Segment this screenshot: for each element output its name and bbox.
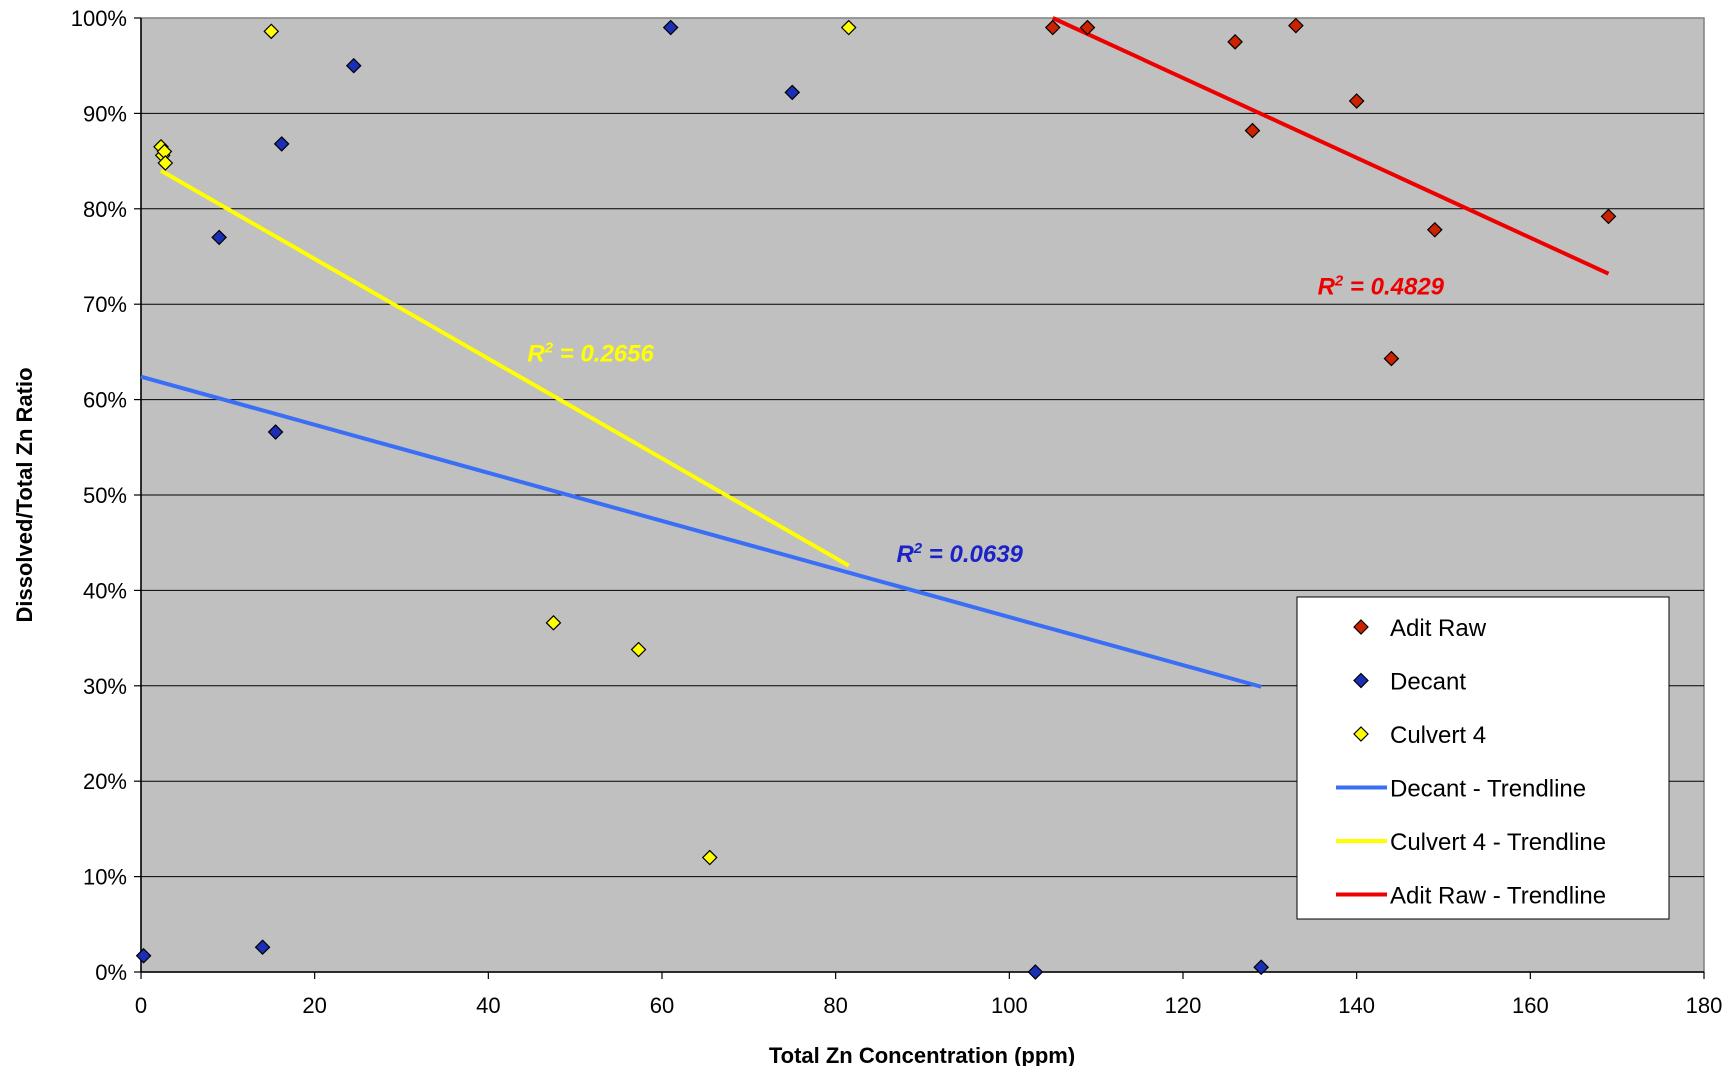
- data-point: [254, 939, 271, 956]
- x-tick-label: 20: [302, 993, 326, 1018]
- x-tick-label: 140: [1338, 993, 1375, 1018]
- x-tick-label: 60: [650, 993, 674, 1018]
- y-tick-label: 60%: [83, 388, 127, 413]
- data-point: [630, 641, 647, 658]
- x-tick-label: 100: [991, 993, 1028, 1018]
- legend-label: Culvert 4: [1390, 722, 1486, 749]
- data-point: [1244, 122, 1261, 139]
- legend-marker: [1353, 726, 1369, 742]
- data-point: [157, 155, 174, 171]
- legend-label: Decant: [1390, 669, 1466, 696]
- x-tick-label: 180: [1686, 993, 1723, 1018]
- data-point: [662, 19, 679, 36]
- data-point: [1383, 350, 1400, 367]
- trendline: [140, 374, 1262, 689]
- y-tick-label: 40%: [83, 578, 127, 603]
- r2-labels: R2 = 0.0639 R2 = 0.2656 R2 = 0.4829: [527, 273, 1444, 568]
- trendline: [1051, 16, 1610, 276]
- r2-label: R2 = 0.4829: [1318, 273, 1445, 301]
- trendline: [159, 168, 850, 568]
- y-tick-label: 10%: [83, 865, 127, 890]
- legend-label: Adit Raw - Trendline: [1390, 883, 1606, 910]
- legend-marker: [1353, 672, 1369, 689]
- data-point: [345, 57, 362, 74]
- data-point: [784, 84, 801, 101]
- legend: Adit Raw Decant Culvert 4 Decant - Trendlin…: [1296, 596, 1670, 920]
- x-tick-label: 120: [1165, 993, 1202, 1018]
- y-tick-label: 80%: [83, 197, 127, 222]
- y-tick-label: 20%: [83, 769, 127, 794]
- legend-label: Adit Raw: [1390, 615, 1487, 642]
- data-point: [701, 849, 718, 866]
- data-point: [840, 19, 857, 36]
- x-tick-label: 0: [135, 993, 147, 1018]
- y-tick-label: 100%: [71, 6, 127, 31]
- x-tick-labels: 0 20 40 60 80 100 120 140 160 180: [135, 993, 1722, 1018]
- y-tick-label: 30%: [83, 674, 127, 699]
- data-point: [273, 136, 290, 152]
- y-axis-title: Dissolved/Total Zn Ratio: [12, 367, 37, 622]
- data-point: [1600, 208, 1617, 225]
- legend-marker: [1353, 619, 1369, 635]
- data-point: [1044, 19, 1061, 36]
- r2-label: R2 = 0.2656: [527, 339, 654, 367]
- x-tick-label: 40: [476, 993, 500, 1018]
- x-tick-label: 160: [1512, 993, 1549, 1018]
- data-point: [1227, 34, 1243, 50]
- x-axis-title: Total Zn Concentration (ppm): [769, 1043, 1075, 1066]
- data-point: [545, 614, 562, 631]
- data-point: [1253, 959, 1269, 976]
- legend-label: Decant - Trendline: [1390, 776, 1586, 803]
- data-point: [267, 424, 284, 440]
- axes: [134, 17, 1705, 979]
- x-tick-label: 80: [823, 993, 847, 1018]
- r2-label: R2 = 0.0639: [896, 540, 1023, 568]
- data-point: [1288, 17, 1304, 34]
- data-point: [263, 23, 280, 40]
- y-tick-label: 90%: [83, 101, 127, 126]
- y-tick-label: 70%: [83, 292, 127, 317]
- y-tick-labels: 0% 10% 20% 30% 40% 50% 60% 70% 80% 90% 100%: [71, 6, 127, 985]
- y-tick-label: 0%: [95, 960, 127, 985]
- data-point: [1079, 19, 1096, 36]
- data-point: [135, 947, 152, 964]
- trendlines: [140, 16, 1610, 689]
- legend-label: Culvert 4 - Trendline: [1390, 829, 1606, 856]
- data-point: [211, 229, 227, 246]
- y-tick-label: 50%: [83, 483, 127, 508]
- data-point: [1426, 221, 1443, 238]
- data-point: [1348, 93, 1365, 109]
- legend-box: [1296, 596, 1670, 920]
- data-points: [135, 17, 1617, 980]
- data-point: [1027, 964, 1044, 980]
